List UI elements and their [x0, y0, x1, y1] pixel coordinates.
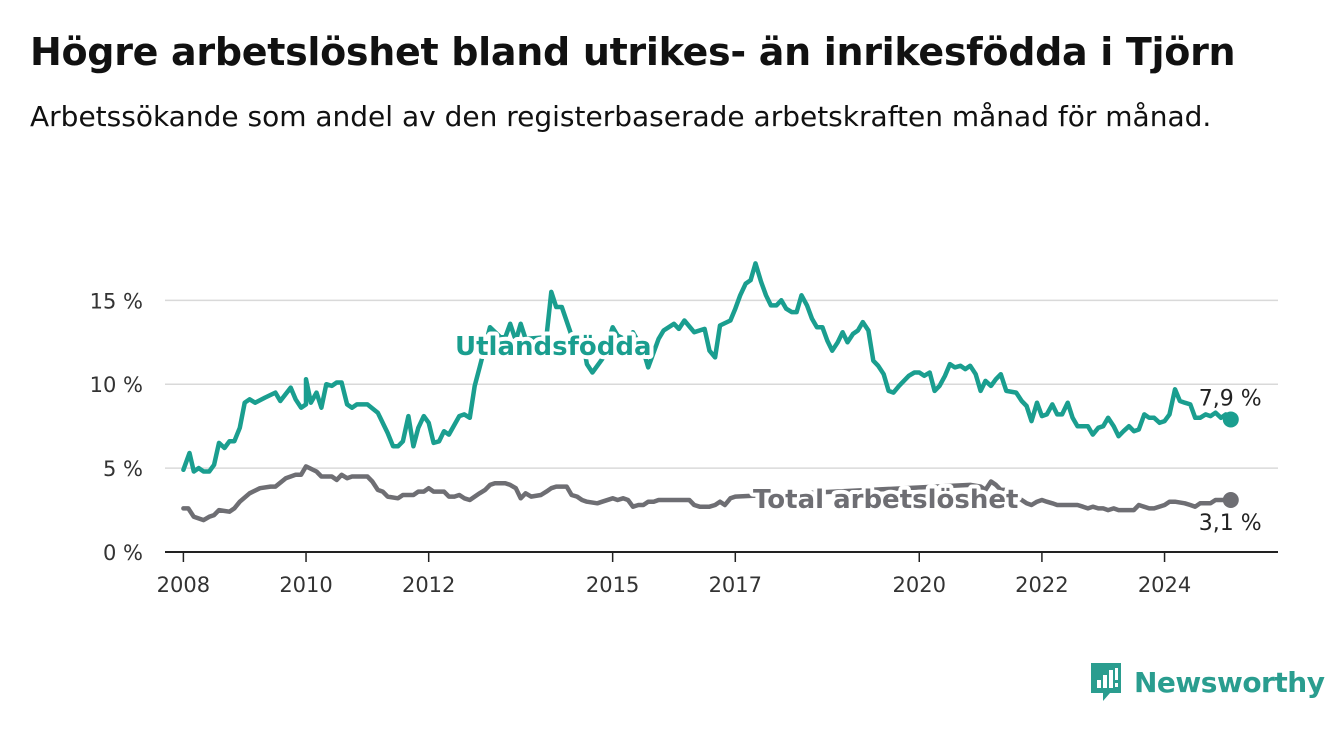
x-tick-label: 2020 [893, 573, 946, 597]
y-tick-label: 10 % [90, 373, 143, 397]
y-tick-label: 0 % [103, 541, 143, 565]
y-tick-label: 15 % [90, 289, 143, 313]
chart-subtitle: Arbetssökande som andel av den registerb… [30, 100, 1212, 133]
x-tick-label: 2008 [157, 573, 210, 597]
x-tick-label: 2024 [1138, 573, 1191, 597]
series-name-label: Utlandsfödda [455, 332, 652, 362]
x-tick-label: 2012 [402, 573, 455, 597]
x-tick-label: 2015 [586, 573, 639, 597]
series-end-label: 7,9 % [1199, 386, 1262, 411]
series-labels: 7,9 % 3,1 % Utlandsfödda Total arbetslöshet [451, 328, 1262, 536]
series-end-point [1222, 411, 1239, 428]
y-axis-ticks: 0 % 5 % 10 % 15 % [90, 289, 143, 565]
gridlines [165, 299, 1278, 553]
x-tick-label: 2010 [279, 573, 332, 597]
x-tick-label: 2017 [709, 573, 762, 597]
series-end-label: 3,1 % [1199, 511, 1262, 536]
series-name-label: Total arbetslöshet [753, 485, 1018, 515]
x-axis-ticks: 2008 2010 2012 2015 2017 2020 2022 2024 [157, 552, 1191, 597]
chart-title: Högre arbetslöshet bland utrikes- än inr… [30, 30, 1236, 74]
series-line-total [181, 464, 1234, 523]
series-end-point [1222, 491, 1239, 508]
newsworthy-logo-icon [1091, 663, 1121, 701]
x-tick-label: 2022 [1015, 573, 1068, 597]
brand-logo: Newsworthy [1088, 660, 1325, 704]
y-tick-label: 5 % [103, 457, 143, 481]
series-lines [181, 261, 1239, 523]
brand-name: Newsworthy [1134, 665, 1325, 699]
series-line-utlandsfodda [181, 261, 1234, 474]
